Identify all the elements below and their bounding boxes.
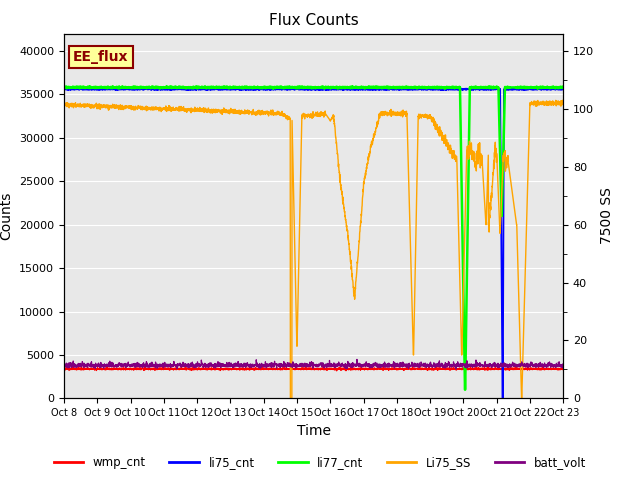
Li75_SS xyxy=(252,111,259,117)
Li75_SS xyxy=(496,227,504,232)
batt_volt xyxy=(353,357,361,362)
li75_cnt xyxy=(60,86,68,92)
Li75_SS xyxy=(147,106,154,112)
Li75_SS xyxy=(550,102,557,108)
Li75_SS xyxy=(273,110,281,116)
batt_volt xyxy=(452,366,460,372)
wmp_cnt xyxy=(252,365,259,371)
batt_volt xyxy=(559,364,567,370)
li77_cnt xyxy=(166,84,174,89)
Li75_SS xyxy=(287,396,294,401)
wmp_cnt xyxy=(182,364,189,370)
X-axis label: Time: Time xyxy=(296,424,331,438)
Y-axis label: Counts: Counts xyxy=(0,192,13,240)
wmp_cnt xyxy=(147,367,154,373)
batt_volt xyxy=(496,362,504,368)
li75_cnt xyxy=(559,86,567,92)
wmp_cnt xyxy=(273,366,281,372)
Line: Li75_SS: Li75_SS xyxy=(64,100,563,398)
Line: li75_cnt: li75_cnt xyxy=(64,88,563,398)
li75_cnt xyxy=(496,86,504,92)
li77_cnt xyxy=(273,85,281,91)
Li75_SS xyxy=(60,103,68,109)
Li75_SS xyxy=(117,103,125,108)
Title: Flux Counts: Flux Counts xyxy=(269,13,358,28)
batt_volt xyxy=(117,363,125,369)
li77_cnt xyxy=(60,85,68,91)
li75_cnt xyxy=(117,86,125,92)
Li75_SS xyxy=(559,97,566,103)
Line: li77_cnt: li77_cnt xyxy=(64,86,563,390)
Legend: wmp_cnt, li75_cnt, li77_cnt, Li75_SS, batt_volt: wmp_cnt, li75_cnt, li77_cnt, Li75_SS, ba… xyxy=(49,452,591,474)
batt_volt xyxy=(147,360,154,366)
Line: wmp_cnt: wmp_cnt xyxy=(64,367,563,371)
batt_volt xyxy=(550,362,557,368)
li77_cnt xyxy=(559,84,567,90)
wmp_cnt xyxy=(333,368,340,374)
Li75_SS xyxy=(559,100,567,106)
Line: batt_volt: batt_volt xyxy=(64,360,563,369)
Y-axis label: 7500 SS: 7500 SS xyxy=(600,188,614,244)
li75_cnt xyxy=(273,86,281,92)
li77_cnt xyxy=(147,85,154,91)
li77_cnt xyxy=(117,84,125,90)
li77_cnt xyxy=(252,85,259,91)
wmp_cnt xyxy=(117,365,125,371)
li75_cnt xyxy=(252,86,259,92)
li75_cnt xyxy=(441,85,449,91)
batt_volt xyxy=(273,363,281,369)
li77_cnt xyxy=(496,145,504,151)
wmp_cnt xyxy=(496,366,504,372)
li77_cnt xyxy=(550,84,557,90)
wmp_cnt xyxy=(559,367,567,372)
batt_volt xyxy=(252,362,259,368)
li75_cnt xyxy=(550,86,557,92)
batt_volt xyxy=(60,358,68,364)
wmp_cnt xyxy=(550,367,557,372)
li75_cnt xyxy=(147,86,154,92)
wmp_cnt xyxy=(60,367,68,372)
li75_cnt xyxy=(499,396,506,401)
Text: EE_flux: EE_flux xyxy=(73,50,129,64)
li77_cnt xyxy=(461,387,469,393)
